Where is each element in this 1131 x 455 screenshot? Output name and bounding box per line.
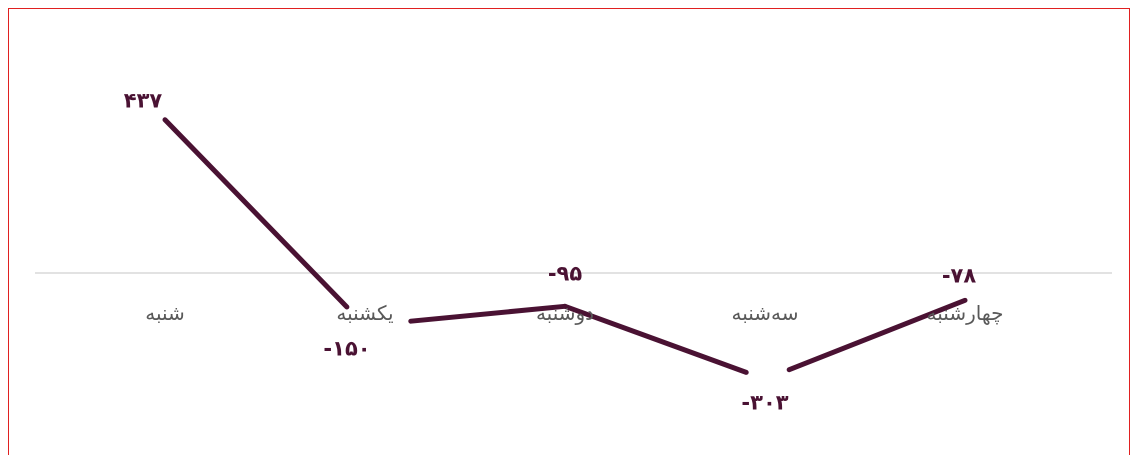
data-label: -۳۰۳ bbox=[741, 390, 788, 414]
category-label: سه‌شنبه bbox=[731, 301, 798, 325]
series-line-segment bbox=[408, 303, 568, 324]
data-label: -۷۸ bbox=[942, 263, 977, 287]
category-label: یکشنبه bbox=[336, 301, 393, 325]
category-label: دوشنبه bbox=[536, 301, 594, 325]
category-label: چهارشنبه bbox=[927, 301, 1004, 325]
category-label: شنبه bbox=[145, 301, 185, 325]
series-line-group bbox=[162, 117, 968, 375]
data-label: -۱۵۰ bbox=[323, 337, 370, 361]
data-label: ۴۳۷ bbox=[124, 89, 163, 113]
category-labels: شنبه یکشنبه دوشنبه سه‌شنبه چهارشنبه bbox=[145, 301, 1003, 325]
series-line-segment bbox=[162, 117, 350, 310]
data-label: -۹۵ bbox=[548, 261, 583, 285]
chart-frame bbox=[8, 8, 1130, 455]
series-line-segment bbox=[786, 297, 968, 373]
series-line-segment bbox=[562, 303, 749, 375]
data-labels: ۴۳۷ -۱۵۰ -۹۵ -۳۰۳ -۷۸ bbox=[124, 89, 977, 415]
